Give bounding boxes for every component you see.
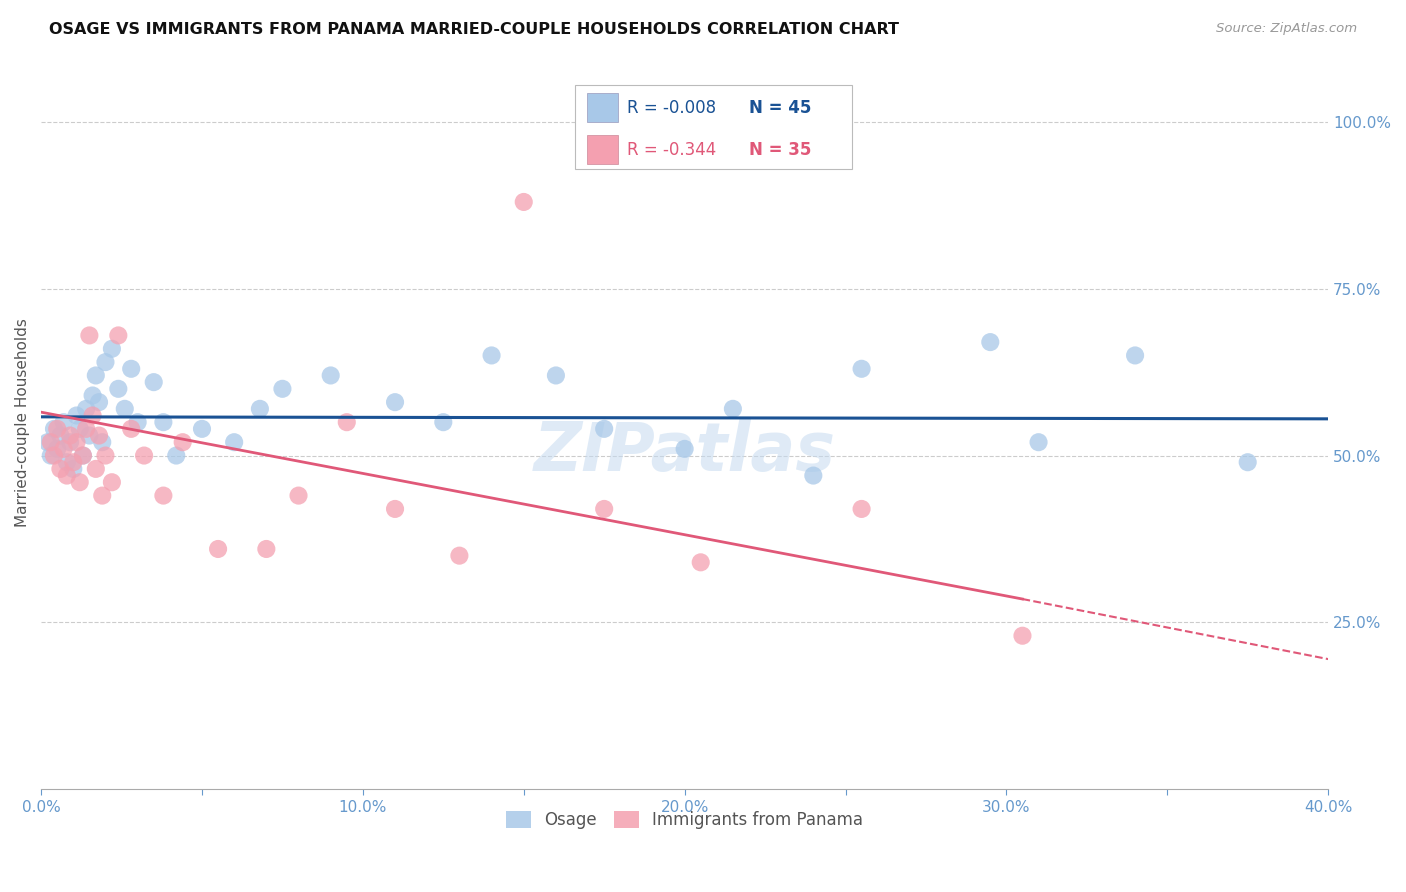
Text: N = 45: N = 45 (749, 99, 811, 117)
Point (801, 468, 824, 483)
Point (79, 428, 101, 442)
Point (46, 442, 69, 456)
Point (91, 435, 114, 450)
Point (127, 415, 149, 429)
Text: N = 35: N = 35 (749, 141, 811, 160)
Point (673, 442, 696, 456)
Point (851, 502, 873, 516)
Point (120, 422, 142, 436)
Point (75, 401, 97, 416)
Point (1123, 348, 1146, 362)
Point (39, 449, 62, 463)
Point (287, 489, 309, 503)
Point (851, 361, 873, 376)
Y-axis label: Married-couple Households: Married-couple Households (15, 318, 30, 526)
Point (114, 401, 136, 416)
FancyBboxPatch shape (586, 93, 617, 122)
Text: R = -0.008: R = -0.008 (627, 99, 716, 117)
Point (432, 415, 454, 429)
Point (69, 475, 91, 490)
Point (1011, 629, 1033, 643)
Point (449, 549, 471, 563)
FancyBboxPatch shape (575, 85, 852, 169)
Point (84, 462, 107, 476)
Point (91, 489, 114, 503)
Point (979, 335, 1001, 350)
Point (107, 328, 129, 343)
FancyBboxPatch shape (586, 135, 617, 164)
Point (42, 449, 65, 463)
Point (52, 442, 75, 456)
Text: R = -0.344: R = -0.344 (627, 141, 716, 160)
Point (39, 435, 62, 450)
Point (84, 368, 107, 383)
Point (87, 395, 110, 409)
Point (42, 422, 65, 436)
Point (384, 502, 406, 516)
Point (384, 395, 406, 409)
Point (94, 449, 117, 463)
Point (207, 541, 229, 556)
Point (46, 422, 69, 436)
Point (249, 401, 271, 416)
Point (152, 415, 174, 429)
Text: ZIPatlas: ZIPatlas (534, 418, 835, 484)
Point (132, 449, 155, 463)
Point (101, 475, 124, 490)
Text: Source: ZipAtlas.com: Source: ZipAtlas.com (1216, 22, 1357, 36)
Point (142, 375, 165, 389)
Point (82, 388, 104, 402)
Point (254, 541, 277, 556)
Point (65, 435, 87, 450)
Point (52, 415, 75, 429)
Point (56, 468, 79, 483)
Point (481, 348, 503, 362)
Point (94, 355, 117, 369)
Point (72, 449, 94, 463)
Point (59, 428, 82, 442)
Point (87, 428, 110, 442)
Point (65, 409, 87, 423)
Point (59, 435, 82, 450)
Point (172, 435, 194, 450)
Point (82, 409, 104, 423)
Point (593, 502, 616, 516)
Point (721, 401, 744, 416)
Text: OSAGE VS IMMIGRANTS FROM PANAMA MARRIED-COUPLE HOUSEHOLDS CORRELATION CHART: OSAGE VS IMMIGRANTS FROM PANAMA MARRIED-… (49, 22, 900, 37)
Point (689, 555, 711, 569)
Point (224, 435, 246, 450)
Point (79, 328, 101, 343)
Point (62, 462, 84, 476)
Point (593, 422, 616, 436)
Point (336, 415, 359, 429)
Point (37, 435, 59, 450)
Point (49, 462, 72, 476)
Point (69, 422, 91, 436)
Point (72, 449, 94, 463)
Point (62, 455, 84, 469)
Point (75, 422, 97, 436)
Point (513, 194, 536, 209)
Point (120, 361, 142, 376)
Point (319, 368, 342, 383)
Point (56, 455, 79, 469)
Point (544, 368, 567, 383)
Point (49, 428, 72, 442)
Point (165, 449, 187, 463)
Point (191, 422, 214, 436)
Legend: Osage, Immigrants from Panama: Osage, Immigrants from Panama (499, 805, 870, 836)
Point (1028, 435, 1050, 450)
Point (1236, 455, 1258, 469)
Point (271, 382, 294, 396)
Point (107, 382, 129, 396)
Point (101, 342, 124, 356)
Point (152, 489, 174, 503)
